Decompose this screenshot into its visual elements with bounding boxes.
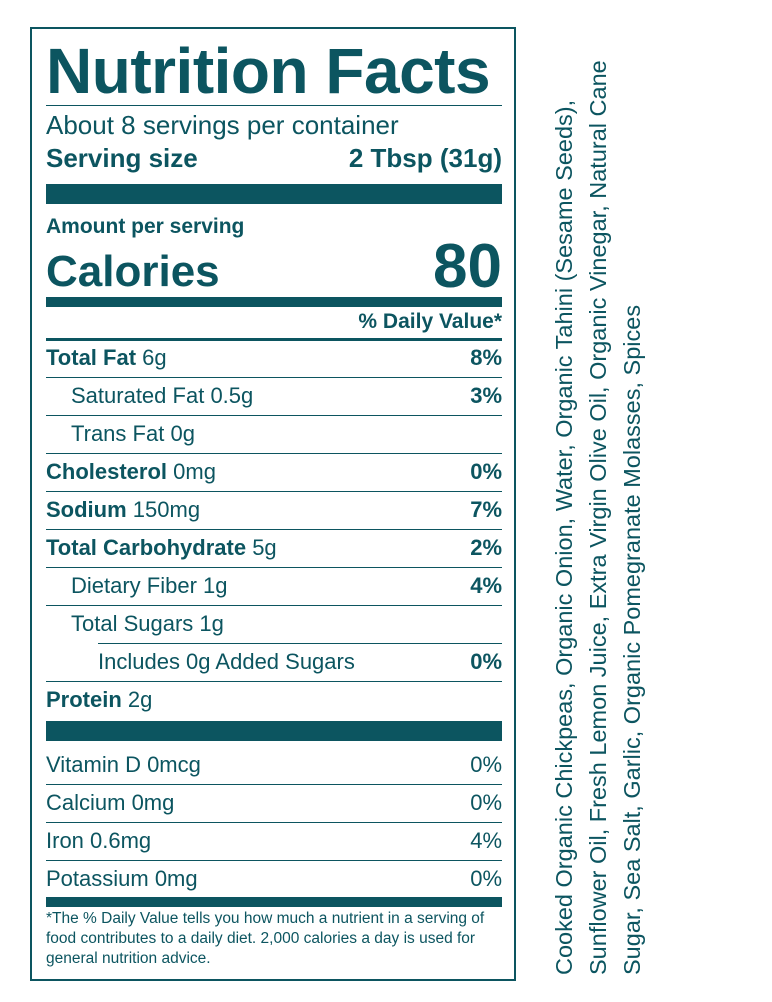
nutrient-daily-value: 0% (470, 459, 502, 484)
vitamin-daily-value: 0% (470, 866, 502, 891)
daily-value-header: % Daily Value* (358, 310, 502, 333)
nutrition-facts-panel: Nutrition Facts About 8 servings per con… (30, 27, 516, 981)
nutrient-row-total-fat: Total Fat 6g 8% (46, 339, 502, 377)
row-divider (46, 377, 502, 378)
nutrient-daily-value: 4% (470, 573, 502, 598)
row-divider (46, 567, 502, 568)
row-divider (46, 605, 502, 606)
servings-per-container: About 8 servings per container (46, 110, 399, 140)
nutrient-name: Total Carbohydrate (46, 535, 247, 560)
calories-divider (46, 297, 502, 307)
row-divider (46, 491, 502, 492)
amount-per-serving-label: Amount per serving (46, 215, 245, 238)
daily-value-divider (46, 338, 502, 341)
vitamin-row-potassium: Potassium 0mg 0% (46, 860, 502, 898)
vitamin-row-iron: Iron 0.6mg 4% (46, 822, 502, 860)
nutrition-facts-title: Nutrition Facts (46, 35, 491, 107)
nutrient-row-dietary-fiber: Dietary Fiber 1g 4% (46, 567, 502, 605)
title-divider (46, 105, 502, 106)
nutrient-name: Protein (46, 687, 122, 712)
vitamin-daily-value: 0% (470, 752, 502, 777)
nutrient-row-total-sugars: Total Sugars 1g (46, 605, 502, 643)
nutrient-name: Dietary Fiber (71, 573, 197, 598)
nutrient-amount: 150mg (132, 497, 201, 522)
nutrient-name: Sodium (46, 497, 127, 522)
serving-size-row: Serving size 2 Tbsp (31g) (46, 141, 502, 175)
vitamin-text: Calcium 0mg (46, 790, 175, 815)
nutrient-row-total-carbohydrate: Total Carbohydrate 5g 2% (46, 529, 502, 567)
nutrient-row-cholesterol: Cholesterol 0mg 0% (46, 453, 502, 491)
vitamin-text: Vitamin D 0mcg (46, 752, 201, 777)
nutrient-amount: 1g (203, 573, 228, 598)
nutrient-daily-value: 3% (470, 383, 502, 408)
calories-label: Calories (46, 247, 220, 296)
nutrient-name: Total Sugars (71, 611, 194, 636)
row-divider (46, 860, 502, 861)
calories-value: 80 (433, 232, 502, 301)
nutrient-daily-value: 2% (470, 535, 502, 560)
nutrient-amount: 5g (252, 535, 277, 560)
vitamin-daily-value: 4% (470, 828, 502, 853)
nutrient-amount: 0.5g (210, 383, 254, 408)
row-divider (46, 822, 502, 823)
vitamin-text: Iron 0.6mg (46, 828, 152, 853)
nutrient-name: Includes 0g Added Sugars (98, 649, 355, 674)
daily-value-footnote: *The % Daily Value tells you how much a … (46, 910, 485, 967)
thick-divider-footnote (46, 897, 502, 907)
nutrient-name: Saturated Fat (71, 383, 205, 408)
nutrient-daily-value: 7% (470, 497, 502, 522)
nutrient-amount: 0mg (173, 459, 216, 484)
nutrient-name: Total Fat (46, 345, 137, 370)
nutrient-row-saturated-fat: Saturated Fat 0.5g 3% (46, 377, 502, 415)
nutrient-amount: 6g (142, 345, 167, 370)
nutrient-name: Trans Fat (71, 421, 165, 446)
serving-size-value: 2 Tbsp (31g) (348, 143, 502, 173)
vitamin-text: Potassium 0mg (46, 866, 198, 891)
row-divider (46, 681, 502, 682)
vitamin-row-vitamin-d: Vitamin D 0mcg 0% (46, 746, 502, 784)
nutrient-amount: 0g (170, 421, 195, 446)
nutrient-amount: 1g (199, 611, 224, 636)
nutrient-name: Cholesterol (46, 459, 168, 484)
row-divider (98, 643, 502, 644)
row-divider (46, 415, 502, 416)
row-divider (46, 784, 502, 785)
nutrient-row-trans-fat: Trans Fat 0g (46, 415, 502, 453)
nutrient-row-sodium: Sodium 150mg 7% (46, 491, 502, 529)
nutrient-row-protein: Protein 2g (46, 681, 502, 719)
nutrient-daily-value: 8% (470, 345, 502, 370)
row-divider (46, 453, 502, 454)
row-divider (46, 529, 502, 530)
vitamin-row-calcium: Calcium 0mg 0% (46, 784, 502, 822)
nutrient-amount: 2g (127, 687, 153, 712)
thick-divider-vitamins (46, 721, 502, 741)
nutrient-daily-value: 0% (470, 649, 502, 674)
serving-size-label: Serving size (46, 143, 198, 173)
ingredients-list: Cooked Organic Chickpeas, Organic Onion,… (551, 60, 645, 975)
nutrient-row-added-sugars: Includes 0g Added Sugars 0% (46, 643, 502, 681)
vitamin-daily-value: 0% (470, 790, 502, 815)
thick-divider-top (46, 184, 502, 204)
calories-row: Calories 80 (46, 235, 502, 299)
